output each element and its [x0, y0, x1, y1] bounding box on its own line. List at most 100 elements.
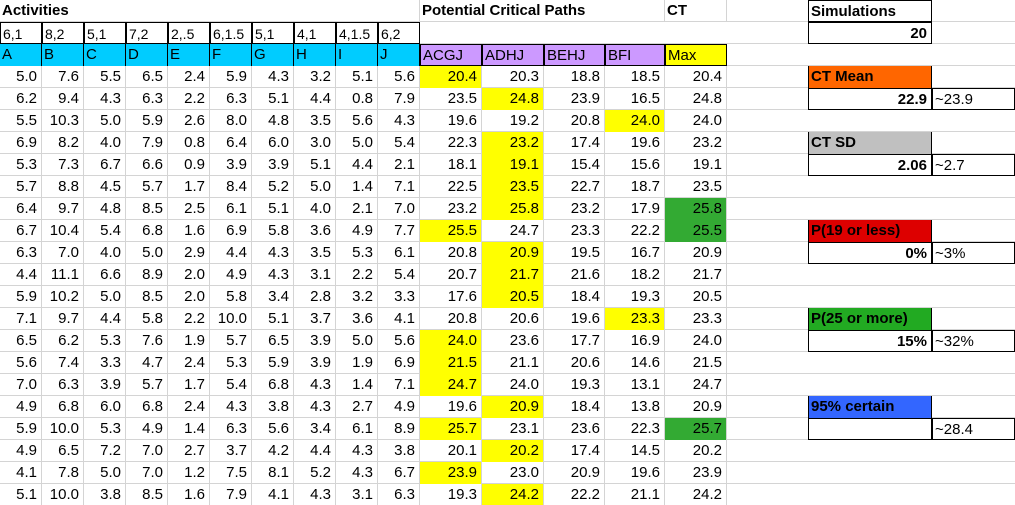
- path-duration[interactable]: 19.3: [420, 484, 482, 505]
- activity-header[interactable]: J: [378, 44, 420, 66]
- activity-duration[interactable]: 3.8: [84, 484, 126, 505]
- activity-duration[interactable]: 4.9: [210, 264, 252, 286]
- activity-duration[interactable]: 7.8: [42, 462, 84, 484]
- path-duration[interactable]: 24.2: [482, 484, 544, 505]
- activity-duration[interactable]: 7.0: [126, 462, 168, 484]
- activity-duration[interactable]: 3.7: [294, 308, 336, 330]
- activity-duration[interactable]: 7.6: [42, 66, 84, 88]
- activity-duration[interactable]: 6.4: [0, 198, 42, 220]
- activity-duration[interactable]: 3.9: [294, 352, 336, 374]
- path-duration[interactable]: 18.4: [544, 396, 605, 418]
- activity-duration[interactable]: 4.3: [252, 242, 294, 264]
- activity-duration[interactable]: 5.7: [126, 176, 168, 198]
- path-duration[interactable]: 22.3: [605, 418, 665, 440]
- activity-header[interactable]: C: [84, 44, 126, 66]
- path-duration[interactable]: 24.0: [420, 330, 482, 352]
- activity-duration[interactable]: 5.8: [126, 308, 168, 330]
- activity-header[interactable]: B: [42, 44, 84, 66]
- path-duration[interactable]: 20.6: [544, 352, 605, 374]
- path-duration[interactable]: 20.8: [420, 242, 482, 264]
- activity-duration[interactable]: 2.4: [168, 66, 210, 88]
- path-duration[interactable]: 19.6: [420, 396, 482, 418]
- activity-estimate[interactable]: 4,1.5: [336, 22, 378, 44]
- path-duration[interactable]: 23.9: [420, 462, 482, 484]
- activity-duration[interactable]: 3.6: [336, 308, 378, 330]
- activity-duration[interactable]: 5.2: [252, 176, 294, 198]
- path-duration[interactable]: 19.2: [482, 110, 544, 132]
- activity-duration[interactable]: 2.5: [168, 198, 210, 220]
- activity-duration[interactable]: 2.1: [378, 154, 420, 176]
- activity-duration[interactable]: 5.4: [84, 220, 126, 242]
- path-duration[interactable]: 22.2: [544, 484, 605, 505]
- activity-duration[interactable]: 1.7: [168, 176, 210, 198]
- activity-duration[interactable]: 7.1: [378, 374, 420, 396]
- activity-duration[interactable]: 1.4: [336, 176, 378, 198]
- activity-estimate[interactable]: 6,1: [0, 22, 42, 44]
- activity-estimate[interactable]: 5,1: [252, 22, 294, 44]
- activity-duration[interactable]: 5.1: [252, 198, 294, 220]
- p19-approx[interactable]: ~3%: [932, 242, 1015, 264]
- activity-duration[interactable]: 6.9: [210, 220, 252, 242]
- activity-duration[interactable]: 5.6: [336, 110, 378, 132]
- activity-duration[interactable]: 4.5: [84, 176, 126, 198]
- ct-max[interactable]: 24.7: [665, 374, 727, 396]
- path-duration[interactable]: 17.9: [605, 198, 665, 220]
- activity-duration[interactable]: 8.8: [42, 176, 84, 198]
- activity-duration[interactable]: 11.1: [42, 264, 84, 286]
- activity-duration[interactable]: 6.0: [252, 132, 294, 154]
- path-duration[interactable]: 20.9: [544, 462, 605, 484]
- activity-duration[interactable]: 5.9: [0, 418, 42, 440]
- path-duration[interactable]: 20.6: [482, 308, 544, 330]
- path-duration[interactable]: 17.6: [420, 286, 482, 308]
- path-duration[interactable]: 18.8: [544, 66, 605, 88]
- activity-duration[interactable]: 7.0: [126, 440, 168, 462]
- activity-duration[interactable]: 6.1: [336, 418, 378, 440]
- path-duration[interactable]: 13.8: [605, 396, 665, 418]
- activity-estimate[interactable]: 7,2: [126, 22, 168, 44]
- ct-title[interactable]: CT: [665, 0, 727, 22]
- path-duration[interactable]: 16.5: [605, 88, 665, 110]
- path-duration[interactable]: 23.1: [482, 418, 544, 440]
- activity-duration[interactable]: 4.2: [252, 440, 294, 462]
- activity-duration[interactable]: 8.1: [252, 462, 294, 484]
- activity-duration[interactable]: 4.9: [378, 396, 420, 418]
- path-duration[interactable]: 18.5: [605, 66, 665, 88]
- path-duration[interactable]: 17.4: [544, 132, 605, 154]
- path-duration[interactable]: 14.6: [605, 352, 665, 374]
- path-duration[interactable]: 20.9: [482, 396, 544, 418]
- activity-duration[interactable]: 5.4: [210, 374, 252, 396]
- activity-duration[interactable]: 10.0: [42, 418, 84, 440]
- ct-mean-value[interactable]: 22.9: [808, 88, 932, 110]
- ct-max[interactable]: 23.5: [665, 176, 727, 198]
- activity-header[interactable]: I: [336, 44, 378, 66]
- path-duration[interactable]: 16.9: [605, 330, 665, 352]
- activity-duration[interactable]: 3.0: [294, 132, 336, 154]
- activity-duration[interactable]: 2.1: [336, 198, 378, 220]
- activity-duration[interactable]: 3.8: [252, 396, 294, 418]
- activity-duration[interactable]: 4.4: [294, 88, 336, 110]
- path-duration[interactable]: 19.6: [605, 462, 665, 484]
- activity-duration[interactable]: 1.7: [168, 374, 210, 396]
- activity-duration[interactable]: 10.3: [42, 110, 84, 132]
- activity-duration[interactable]: 5.1: [252, 308, 294, 330]
- activity-duration[interactable]: 3.4: [252, 286, 294, 308]
- activity-duration[interactable]: 6.6: [84, 264, 126, 286]
- path-duration[interactable]: 23.2: [482, 132, 544, 154]
- activity-duration[interactable]: 3.5: [294, 242, 336, 264]
- ct-max[interactable]: 25.5: [665, 220, 727, 242]
- activity-duration[interactable]: 6.3: [0, 242, 42, 264]
- activity-duration[interactable]: 6.3: [378, 484, 420, 505]
- activity-estimate[interactable]: 4,1: [294, 22, 336, 44]
- activity-duration[interactable]: 4.9: [126, 418, 168, 440]
- path-duration[interactable]: 25.7: [420, 418, 482, 440]
- ct-max[interactable]: 23.3: [665, 308, 727, 330]
- activity-duration[interactable]: 1.6: [168, 220, 210, 242]
- activity-duration[interactable]: 8.2: [42, 132, 84, 154]
- activity-duration[interactable]: 5.0: [336, 132, 378, 154]
- activity-duration[interactable]: 6.5: [252, 330, 294, 352]
- activity-duration[interactable]: 9.7: [42, 308, 84, 330]
- activity-duration[interactable]: 7.7: [378, 220, 420, 242]
- activity-duration[interactable]: 9.4: [42, 88, 84, 110]
- activity-duration[interactable]: 5.0: [84, 286, 126, 308]
- activity-duration[interactable]: 7.3: [42, 154, 84, 176]
